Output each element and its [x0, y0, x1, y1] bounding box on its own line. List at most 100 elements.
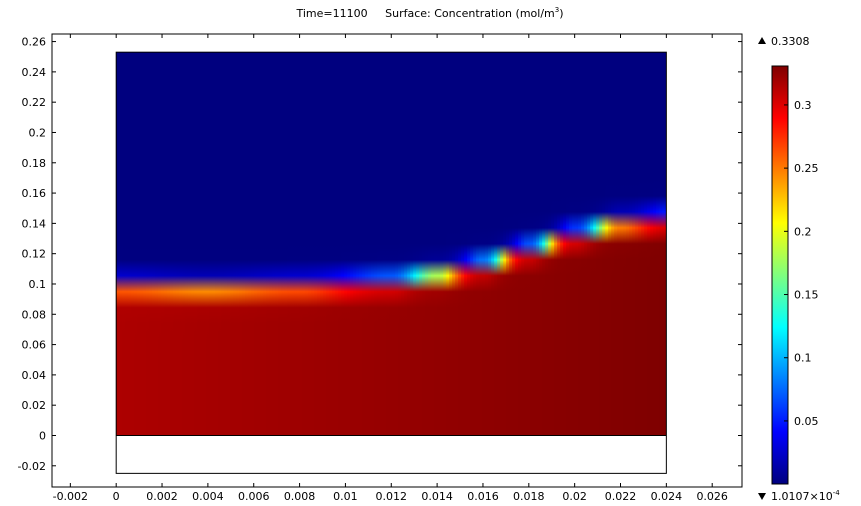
- field-column: [230, 52, 234, 436]
- colorbar-min: 1.0107×10-4: [758, 489, 840, 503]
- field-column: [587, 52, 591, 436]
- field-column: [512, 52, 516, 436]
- geometry-outline: [115, 51, 667, 474]
- colorbar-min-mantissa: 1.0107×10: [771, 490, 833, 503]
- field-column: [335, 52, 339, 436]
- field-column: [170, 52, 174, 436]
- field-column: [263, 52, 267, 436]
- title-unit-close: ): [559, 7, 563, 20]
- x-axis: -0.002 0 0.002 0.004 0.006 0.008 0.01 0.012 0.01…: [53, 34, 728, 503]
- colorbar-tick-label: 0.1: [794, 352, 812, 365]
- field-column: [275, 52, 279, 436]
- field-column: [146, 52, 150, 436]
- field-column: [599, 52, 603, 436]
- field-column: [293, 52, 297, 436]
- field-column: [563, 52, 567, 436]
- field-column: [557, 52, 561, 436]
- field-column: [641, 52, 645, 436]
- field-column: [185, 52, 189, 436]
- field-column: [152, 52, 156, 436]
- field-column: [443, 52, 447, 436]
- y-tick-label: 0.24: [22, 66, 47, 79]
- field-column: [344, 52, 348, 436]
- field-column: [620, 52, 624, 436]
- y-tick-label: 0.04: [22, 369, 47, 382]
- field-column: [626, 52, 630, 436]
- field-column: [392, 52, 396, 436]
- field-column: [431, 52, 435, 436]
- field-column: [350, 52, 354, 436]
- y-tick-label: 0.02: [22, 399, 47, 412]
- field-column: [353, 52, 357, 436]
- field-column: [143, 52, 147, 436]
- field-column: [362, 52, 366, 436]
- field-column: [176, 52, 180, 436]
- field-column: [158, 52, 162, 436]
- field-column: [374, 52, 378, 436]
- y-tick-label: 0.16: [22, 187, 47, 200]
- field-column: [461, 52, 465, 436]
- field-column: [221, 52, 225, 436]
- field-column: [449, 52, 453, 436]
- field-column: [548, 52, 552, 436]
- field-column: [647, 52, 651, 436]
- field-column: [398, 52, 402, 436]
- field-column: [527, 52, 531, 436]
- x-tick-label: 0.026: [696, 490, 728, 503]
- field-column: [623, 52, 627, 436]
- field-column: [227, 52, 231, 436]
- field-column: [371, 52, 375, 436]
- field-column: [167, 52, 171, 436]
- field-column: [299, 52, 303, 436]
- field-column: [212, 52, 216, 436]
- field-column: [473, 52, 477, 436]
- field-column: [611, 52, 615, 436]
- x-tick-label: 0.008: [284, 490, 316, 503]
- field-column: [542, 52, 546, 436]
- field-column: [251, 52, 255, 436]
- field-column: [218, 52, 222, 436]
- field-column: [128, 52, 132, 436]
- colorbar: 0.3 0.25 0.2 0.15 0.1 0.05 0.3308 1.0107×10-4: [758, 35, 840, 503]
- x-tick-label: 0.024: [651, 490, 683, 503]
- field-column: [629, 52, 633, 436]
- field-column: [347, 52, 351, 436]
- field-column: [377, 52, 381, 436]
- field-column: [182, 52, 186, 436]
- colorbar-tick-label: 0.3: [794, 99, 812, 112]
- field-column: [287, 52, 291, 436]
- field-column: [470, 52, 474, 436]
- field-column: [365, 52, 369, 436]
- x-tick-label: 0.01: [333, 490, 358, 503]
- field-column: [233, 52, 237, 436]
- field-column: [332, 52, 336, 436]
- field-column: [581, 52, 585, 436]
- field-column: [302, 52, 306, 436]
- field-column: [434, 52, 438, 436]
- field-column: [149, 52, 153, 436]
- x-tick-label: 0.006: [238, 490, 270, 503]
- colorbar-tick-label: 0.25: [794, 162, 819, 175]
- field-column: [656, 52, 660, 436]
- field-column: [278, 52, 282, 436]
- field-column: [419, 52, 423, 436]
- field-column: [317, 52, 321, 436]
- field-column: [389, 52, 393, 436]
- y-axis: 0.26 0.24 0.22 0.2 0.18 0.16 0.14 0.12 0.1 0.08 0.…: [18, 36, 742, 473]
- field-column: [446, 52, 450, 436]
- field-column: [188, 52, 192, 436]
- title-surface: Surface: Concentration (mol/m: [385, 7, 555, 20]
- colorbar-tick-label: 0.15: [794, 289, 819, 302]
- field-column: [650, 52, 654, 436]
- colorbar-tick-label: 0.05: [794, 415, 819, 428]
- field-column: [509, 52, 513, 436]
- field-column: [260, 52, 264, 436]
- field-column: [437, 52, 441, 436]
- field-column: [560, 52, 564, 436]
- field-column: [215, 52, 219, 436]
- field-column: [200, 52, 204, 436]
- field-column: [239, 52, 243, 436]
- y-tick-label: 0.22: [22, 96, 47, 109]
- field-column: [368, 52, 372, 436]
